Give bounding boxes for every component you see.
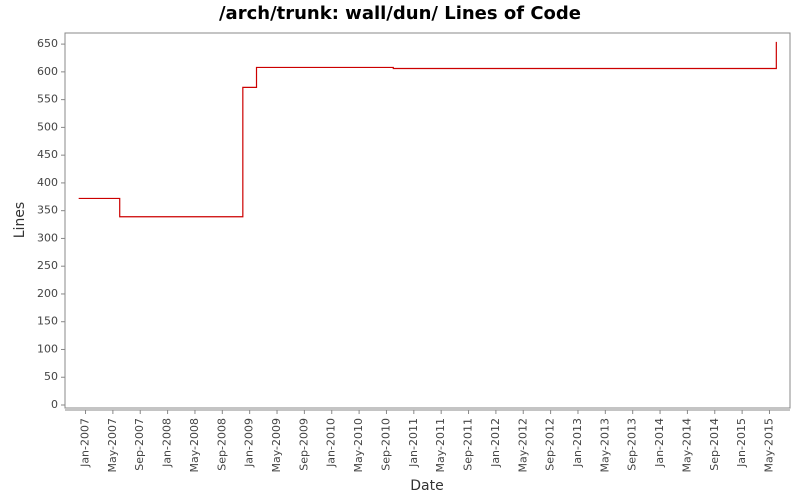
x-tick-label: May-2010 bbox=[352, 418, 365, 473]
x-tick-label: Sep-2009 bbox=[297, 418, 310, 471]
y-tick-label: 100 bbox=[37, 342, 58, 355]
x-tick-label: Jan-2011 bbox=[407, 418, 420, 468]
y-tick-label: 450 bbox=[37, 148, 58, 161]
x-tick-label: Sep-2011 bbox=[462, 418, 475, 471]
x-tick-label: Sep-2014 bbox=[708, 418, 721, 471]
y-tick-label: 300 bbox=[37, 231, 58, 244]
x-tick-label: May-2009 bbox=[270, 418, 283, 473]
y-tick-label: 600 bbox=[37, 65, 58, 78]
line bbox=[78, 41, 777, 218]
x-tick-label: May-2011 bbox=[434, 418, 447, 473]
x-tick-label: May-2007 bbox=[106, 418, 119, 473]
x-tick-label: Sep-2010 bbox=[379, 418, 392, 471]
x-tick-label: Jan-2008 bbox=[161, 418, 174, 468]
x-tick-label: May-2015 bbox=[762, 418, 775, 473]
y-tick-label: 400 bbox=[37, 176, 58, 189]
y-tick-label: 550 bbox=[37, 93, 58, 106]
y-tick-label: 650 bbox=[37, 37, 58, 50]
x-tick-label: May-2012 bbox=[516, 418, 529, 473]
plot-area bbox=[64, 32, 791, 409]
x-tick-label: Jan-2015 bbox=[735, 418, 748, 468]
y-axis-label: Lines bbox=[12, 202, 28, 238]
x-tick-label: Jan-2009 bbox=[243, 418, 256, 468]
y-tick-label: 0 bbox=[51, 398, 58, 411]
x-tick-label: May-2013 bbox=[598, 418, 611, 473]
x-tick-label: May-2014 bbox=[680, 418, 693, 473]
x-axis-label: Date bbox=[410, 478, 443, 494]
chart-title: /arch/trunk: wall/dun/ Lines of Code bbox=[219, 3, 581, 24]
y-tick-label: 500 bbox=[37, 120, 58, 133]
x-tick-label: Sep-2007 bbox=[133, 418, 146, 471]
x-tick-label: Sep-2013 bbox=[626, 418, 639, 471]
y-tick-label: 50 bbox=[44, 370, 58, 383]
x-tick-label: Jan-2010 bbox=[325, 418, 338, 468]
x-tick-label: Sep-2012 bbox=[544, 418, 557, 471]
x-tick-label: Jan-2007 bbox=[79, 418, 92, 468]
x-tick-label: Jan-2014 bbox=[653, 418, 666, 468]
x-tick-label: May-2008 bbox=[188, 418, 201, 473]
y-tick-label: 200 bbox=[37, 287, 58, 300]
y-tick-label: 350 bbox=[37, 204, 58, 217]
y-tick-label: 250 bbox=[37, 259, 58, 272]
x-tick-label: Jan-2013 bbox=[571, 418, 584, 468]
x-tick-label: Sep-2008 bbox=[215, 418, 228, 471]
x-tick-label: Jan-2012 bbox=[489, 418, 502, 468]
y-tick-label: 150 bbox=[37, 315, 58, 328]
